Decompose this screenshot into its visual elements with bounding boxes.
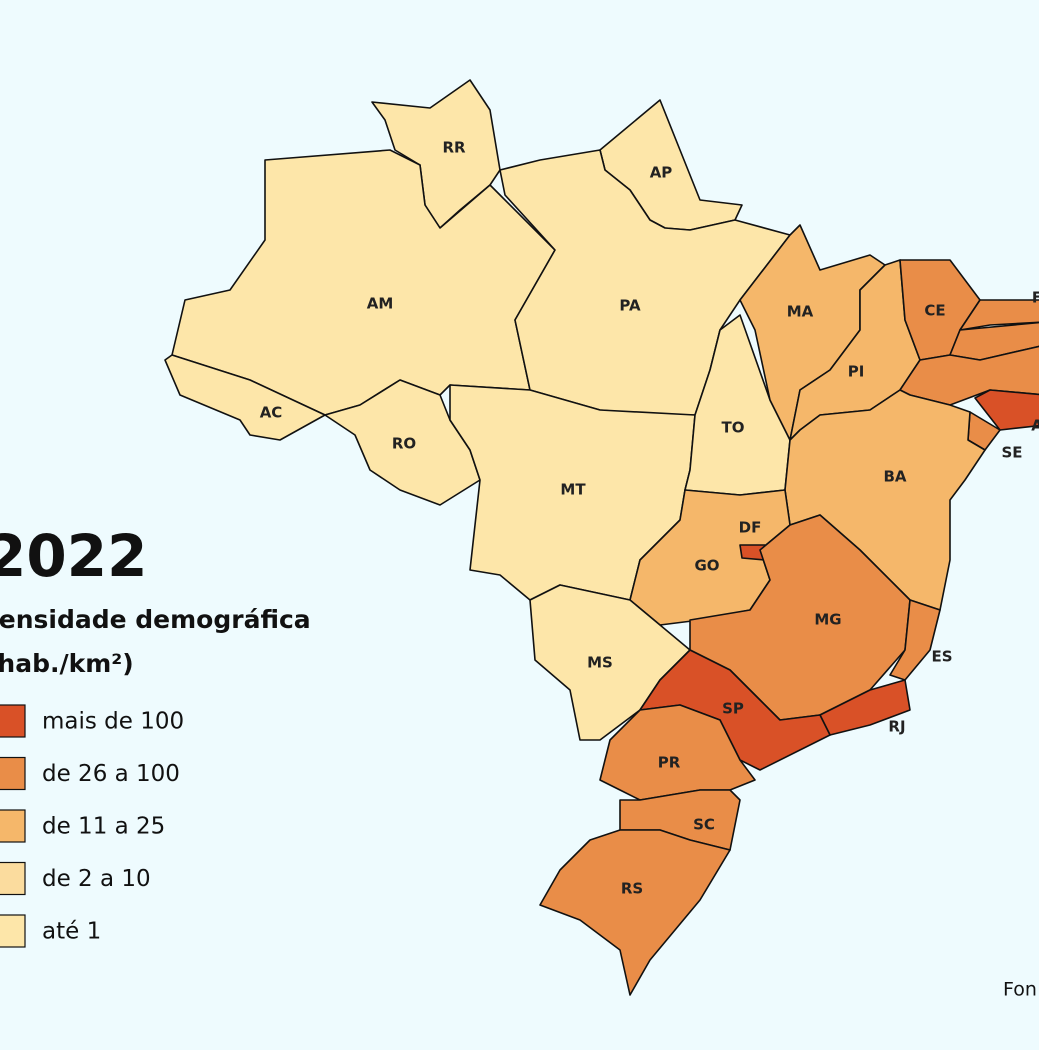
state-label: SP	[722, 700, 744, 718]
state	[974, 389, 1039, 431]
state-label: MA	[787, 303, 814, 321]
state-label: CE	[924, 302, 945, 320]
state-label: GO	[694, 557, 719, 575]
legend-swatch	[0, 756, 26, 791]
states	[164, 79, 1039, 996]
state-label: BA	[883, 468, 906, 486]
state-label: AM	[367, 295, 394, 313]
legend: mais de 100 de 26 a 100 de 11 a 25 de 2 a 1…	[0, 704, 184, 948]
legend-label: de 26 a 100	[42, 761, 180, 787]
state-label: RS	[621, 880, 643, 898]
state-label: RJ	[888, 718, 905, 736]
state-label: DF	[739, 519, 762, 537]
state-label: AC	[260, 404, 283, 422]
state-label: AP	[650, 164, 673, 182]
legend-label: de 2 a 10	[42, 866, 151, 892]
state-label: ES	[931, 648, 952, 666]
state-label: PR	[658, 754, 681, 772]
legend-label: de 11 a 25	[42, 814, 165, 840]
legend-swatch	[0, 809, 26, 843]
source: Fon	[1003, 979, 1037, 1001]
state-label: RO	[392, 435, 416, 453]
legend-swatch	[0, 914, 26, 948]
state-label: MG	[814, 611, 841, 629]
state-label: PI	[848, 363, 865, 381]
state-label: MT	[560, 481, 586, 499]
map-title: 2022	[0, 522, 147, 590]
state-label: SC	[693, 816, 715, 834]
legend-label: mais de 100	[42, 709, 184, 735]
legend-unit: (hab./km²)	[0, 649, 134, 678]
legend-label: até 1	[42, 919, 101, 945]
state	[164, 354, 326, 441]
state-label: MS	[587, 654, 613, 672]
legend-swatch	[0, 861, 26, 896]
legend-title: Densidade demográfica	[0, 605, 311, 634]
state	[959, 299, 1039, 331]
state-label: RR	[442, 139, 466, 157]
state-label: SE	[1001, 444, 1022, 462]
state-labels: RRAPAMACROPAMTTOMAPICEFPBPEASEBAGODFMGES…	[260, 139, 1039, 898]
state-label: TO	[722, 419, 745, 437]
legend-swatch	[0, 704, 26, 738]
state-label: PA	[619, 297, 641, 315]
state-label: F	[1032, 289, 1039, 307]
state-label: A	[1031, 417, 1039, 435]
state	[539, 829, 731, 996]
